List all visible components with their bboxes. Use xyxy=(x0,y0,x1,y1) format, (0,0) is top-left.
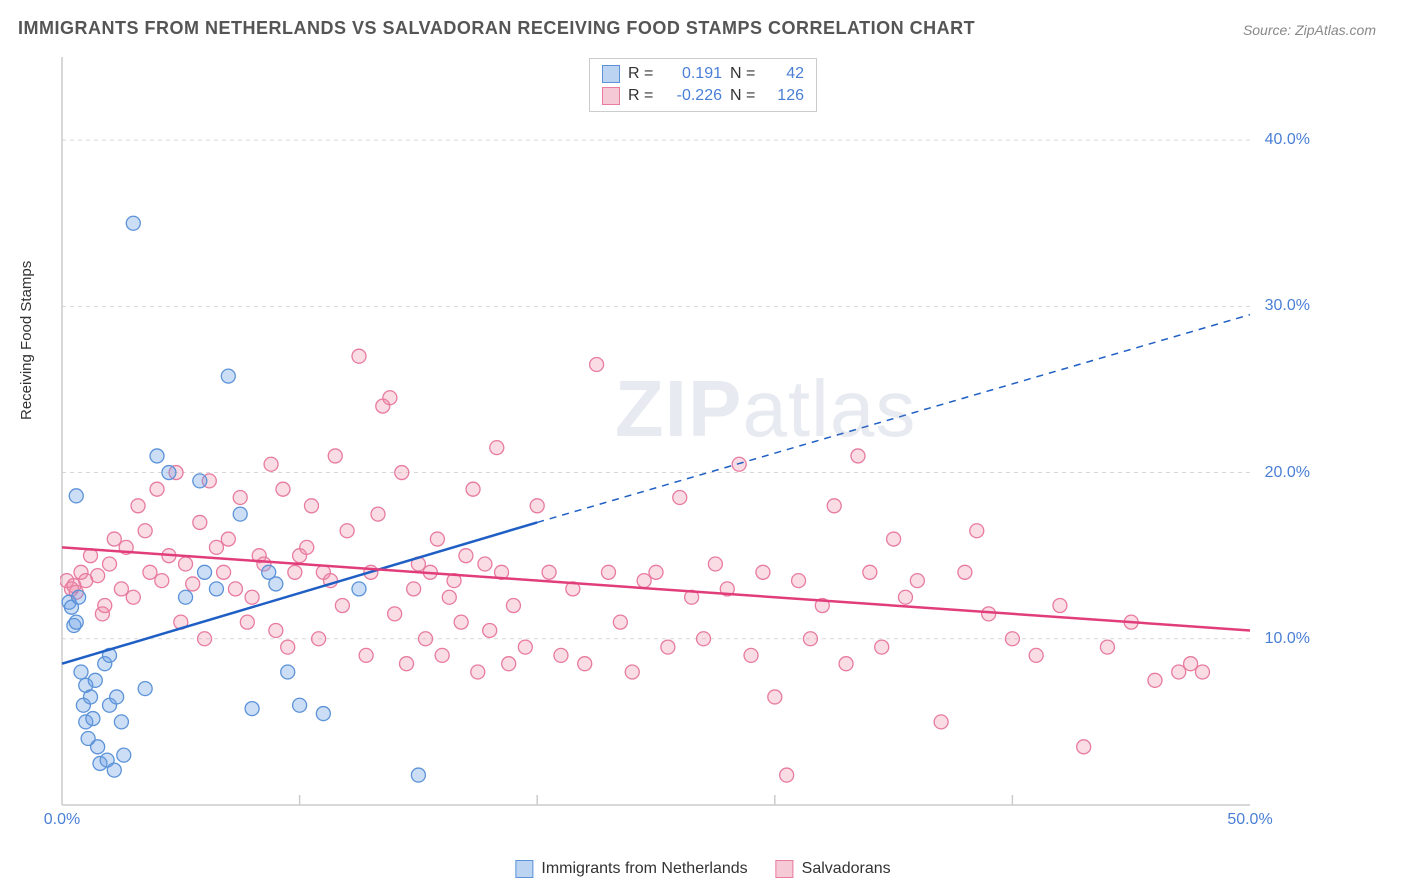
x-tick-label: 0.0% xyxy=(44,811,80,829)
y-tick-label: 20.0% xyxy=(1265,464,1310,482)
n-value: 126 xyxy=(766,85,804,107)
source-label: Source: ZipAtlas.com xyxy=(1243,22,1376,38)
r-value: 0.191 xyxy=(664,63,722,85)
r-label: R = xyxy=(628,85,656,107)
n-label: N = xyxy=(730,85,758,107)
legend-swatch xyxy=(776,860,794,878)
legend-item: Immigrants from Netherlands xyxy=(515,860,747,878)
scatter-plot xyxy=(60,55,1320,825)
n-value: 42 xyxy=(766,63,804,85)
legend-stat-row: R = 0.191 N = 42 xyxy=(602,63,804,85)
r-label: R = xyxy=(628,63,656,85)
y-tick-label: 10.0% xyxy=(1265,630,1310,648)
legend-swatch xyxy=(602,65,620,83)
legend-series: Immigrants from Netherlands Salvadorans xyxy=(515,860,890,878)
y-axis-label: Receiving Food Stamps xyxy=(18,261,35,420)
legend-stats: R = 0.191 N = 42 R = -0.226 N = 126 xyxy=(589,58,817,112)
r-value: -0.226 xyxy=(664,85,722,107)
legend-swatch xyxy=(602,87,620,105)
legend-label: Salvadorans xyxy=(802,860,891,878)
chart-title: IMMIGRANTS FROM NETHERLANDS VS SALVADORA… xyxy=(18,18,975,39)
x-tick-label: 50.0% xyxy=(1227,811,1272,829)
legend-item: Salvadorans xyxy=(776,860,891,878)
y-tick-label: 40.0% xyxy=(1265,131,1310,149)
chart-area: ZIPatlas 10.0%20.0%30.0%40.0%0.0%50.0% xyxy=(60,55,1320,825)
legend-label: Immigrants from Netherlands xyxy=(541,860,747,878)
y-tick-label: 30.0% xyxy=(1265,297,1310,315)
n-label: N = xyxy=(730,63,758,85)
legend-swatch xyxy=(515,860,533,878)
legend-stat-row: R = -0.226 N = 126 xyxy=(602,85,804,107)
